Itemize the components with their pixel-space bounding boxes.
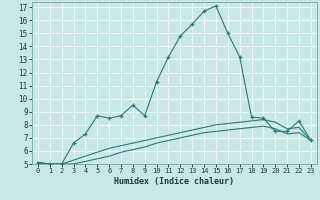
X-axis label: Humidex (Indice chaleur): Humidex (Indice chaleur) — [115, 177, 234, 186]
